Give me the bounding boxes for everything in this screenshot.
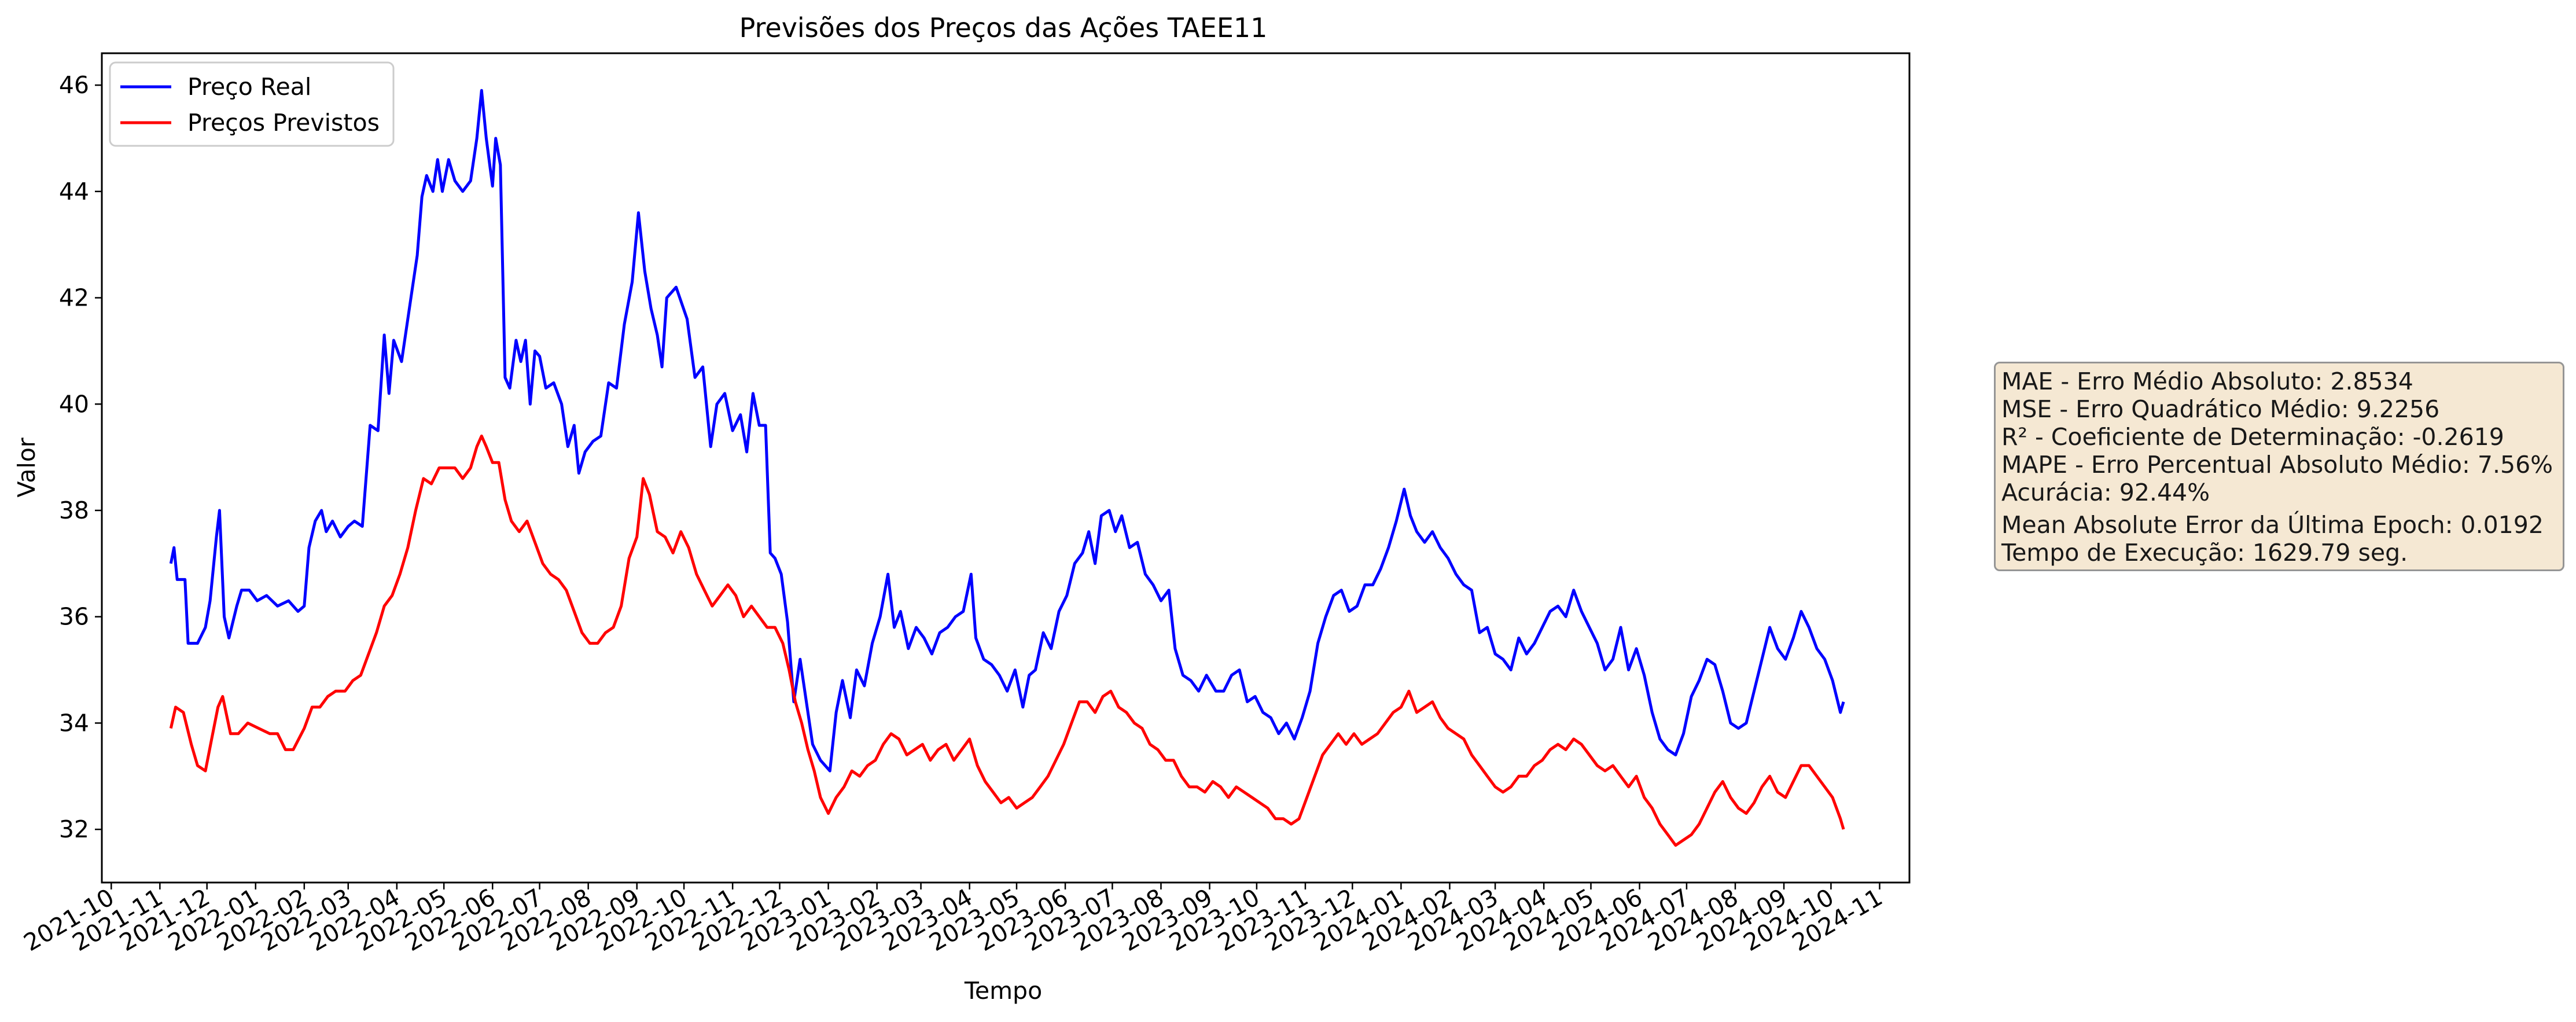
metric-mae: MAE - Erro Médio Absoluto: 2.8534	[2001, 367, 2413, 395]
y-tick-label: 36	[59, 603, 89, 631]
y-tick-label: 46	[59, 71, 89, 99]
y-tick-label: 40	[59, 390, 89, 418]
metric-mape: MAPE - Erro Percentual Absoluto Médio: 7…	[2001, 451, 2553, 479]
chart-title: Previsões dos Preços das Ações TAEE11	[739, 12, 1268, 43]
metric-mse: MSE - Erro Quadrático Médio: 9.2256	[2001, 395, 2440, 423]
metric-last-epoch-mae: Mean Absolute Error da Última Epoch: 0.0…	[2001, 511, 2544, 539]
plot-frame	[101, 52, 1911, 884]
series-layer	[169, 89, 1845, 847]
series-line-1	[169, 434, 1845, 847]
metric-r2: R² - Coeficiente de Determinação: -0.261…	[2001, 423, 2504, 451]
metric-execution-time: Tempo de Execução: 1629.79 seg.	[2001, 539, 2408, 567]
legend-label: Preço Real	[187, 73, 311, 101]
y-tick-label: 34	[59, 709, 89, 737]
series-line-0	[169, 89, 1845, 773]
legend-frame	[109, 61, 395, 147]
x-axis-label: Tempo	[964, 977, 1042, 1005]
y-tick-label: 32	[59, 815, 89, 843]
plot-area: 32343638404244462021-102021-112021-12202…	[19, 52, 1911, 957]
y-tick-label: 38	[59, 497, 89, 524]
y-axis-label: Valor	[13, 438, 41, 497]
metrics-box: MAE - Erro Médio Absoluto: 2.8534 MSE - …	[1994, 362, 2564, 571]
y-tick-label: 42	[59, 284, 89, 312]
y-tick-label: 44	[59, 178, 89, 205]
metric-accuracy: Acurácia: 92.44%	[2001, 479, 2210, 506]
legend-label: Preços Previstos	[187, 109, 380, 137]
legend: Preço Real Preços Previstos	[109, 61, 395, 147]
